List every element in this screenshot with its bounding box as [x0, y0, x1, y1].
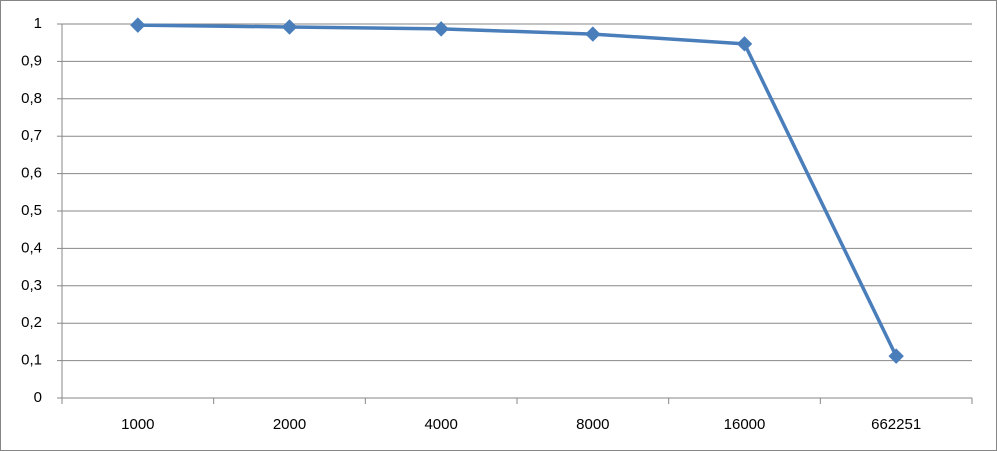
line	[137, 23, 898, 357]
y-tick-label: 0,7	[21, 127, 42, 144]
y-tick-label: 0,9	[21, 52, 42, 69]
y-tick-label: 0,3	[21, 277, 42, 294]
y-tick-label: 0,8	[21, 90, 42, 107]
y-tick-label: 0,1	[21, 352, 42, 369]
marker	[585, 26, 601, 42]
x-tick-label: 4000	[424, 416, 457, 433]
y-tick-label: 0,2	[21, 314, 42, 331]
y-tick-label: 0,4	[21, 239, 42, 256]
marker	[130, 17, 146, 33]
x-tick-label: 662251	[871, 416, 921, 433]
marker	[281, 19, 298, 35]
marker	[888, 348, 904, 364]
marker	[433, 21, 449, 37]
x-tick-label: 16000	[724, 416, 766, 433]
x-tick-label: 2000	[273, 416, 306, 433]
marker	[736, 36, 753, 52]
x-tick-label: 8000	[576, 416, 609, 433]
y-tick-label: 0	[34, 389, 42, 406]
y-tick-label: 0,6	[21, 165, 42, 182]
y-tick-label: 1	[34, 15, 42, 32]
y-tick-label: 0,5	[21, 202, 42, 219]
x-tick-label: 1000	[121, 416, 154, 433]
